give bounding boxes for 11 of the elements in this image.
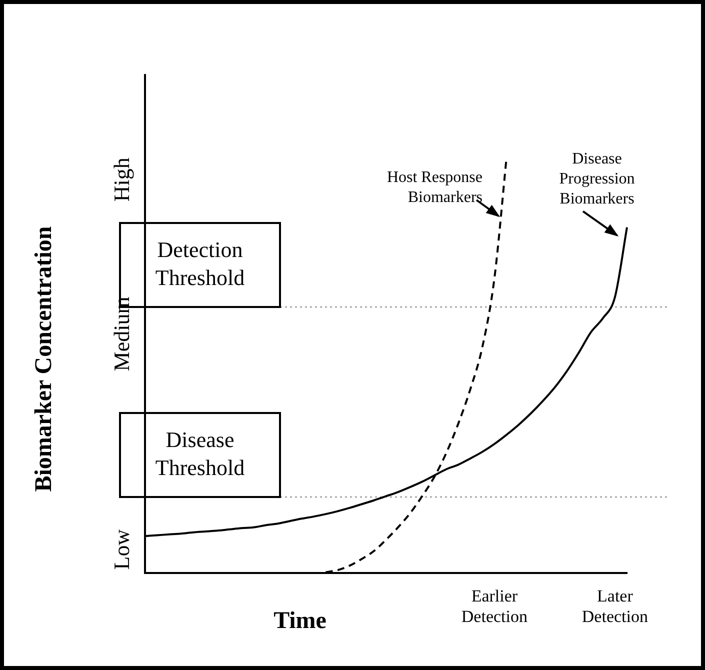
ref-line-label: Detection Threshold (155, 236, 245, 290)
x-tick-label: Earlier Detection (461, 586, 528, 626)
y-axis-title: Biomarker Concentration (31, 226, 58, 492)
text: High (108, 158, 134, 202)
text: Low (108, 529, 134, 570)
ref-line-label: Disease Threshold (155, 426, 245, 480)
x-tick-label: Later Detection (582, 586, 648, 626)
x-axis-title: Time (274, 608, 327, 634)
text: Medium (108, 296, 134, 372)
series-label: Disease Progression Biomarkers (559, 150, 635, 208)
series-label: Host Response Biomarkers (386, 169, 482, 206)
